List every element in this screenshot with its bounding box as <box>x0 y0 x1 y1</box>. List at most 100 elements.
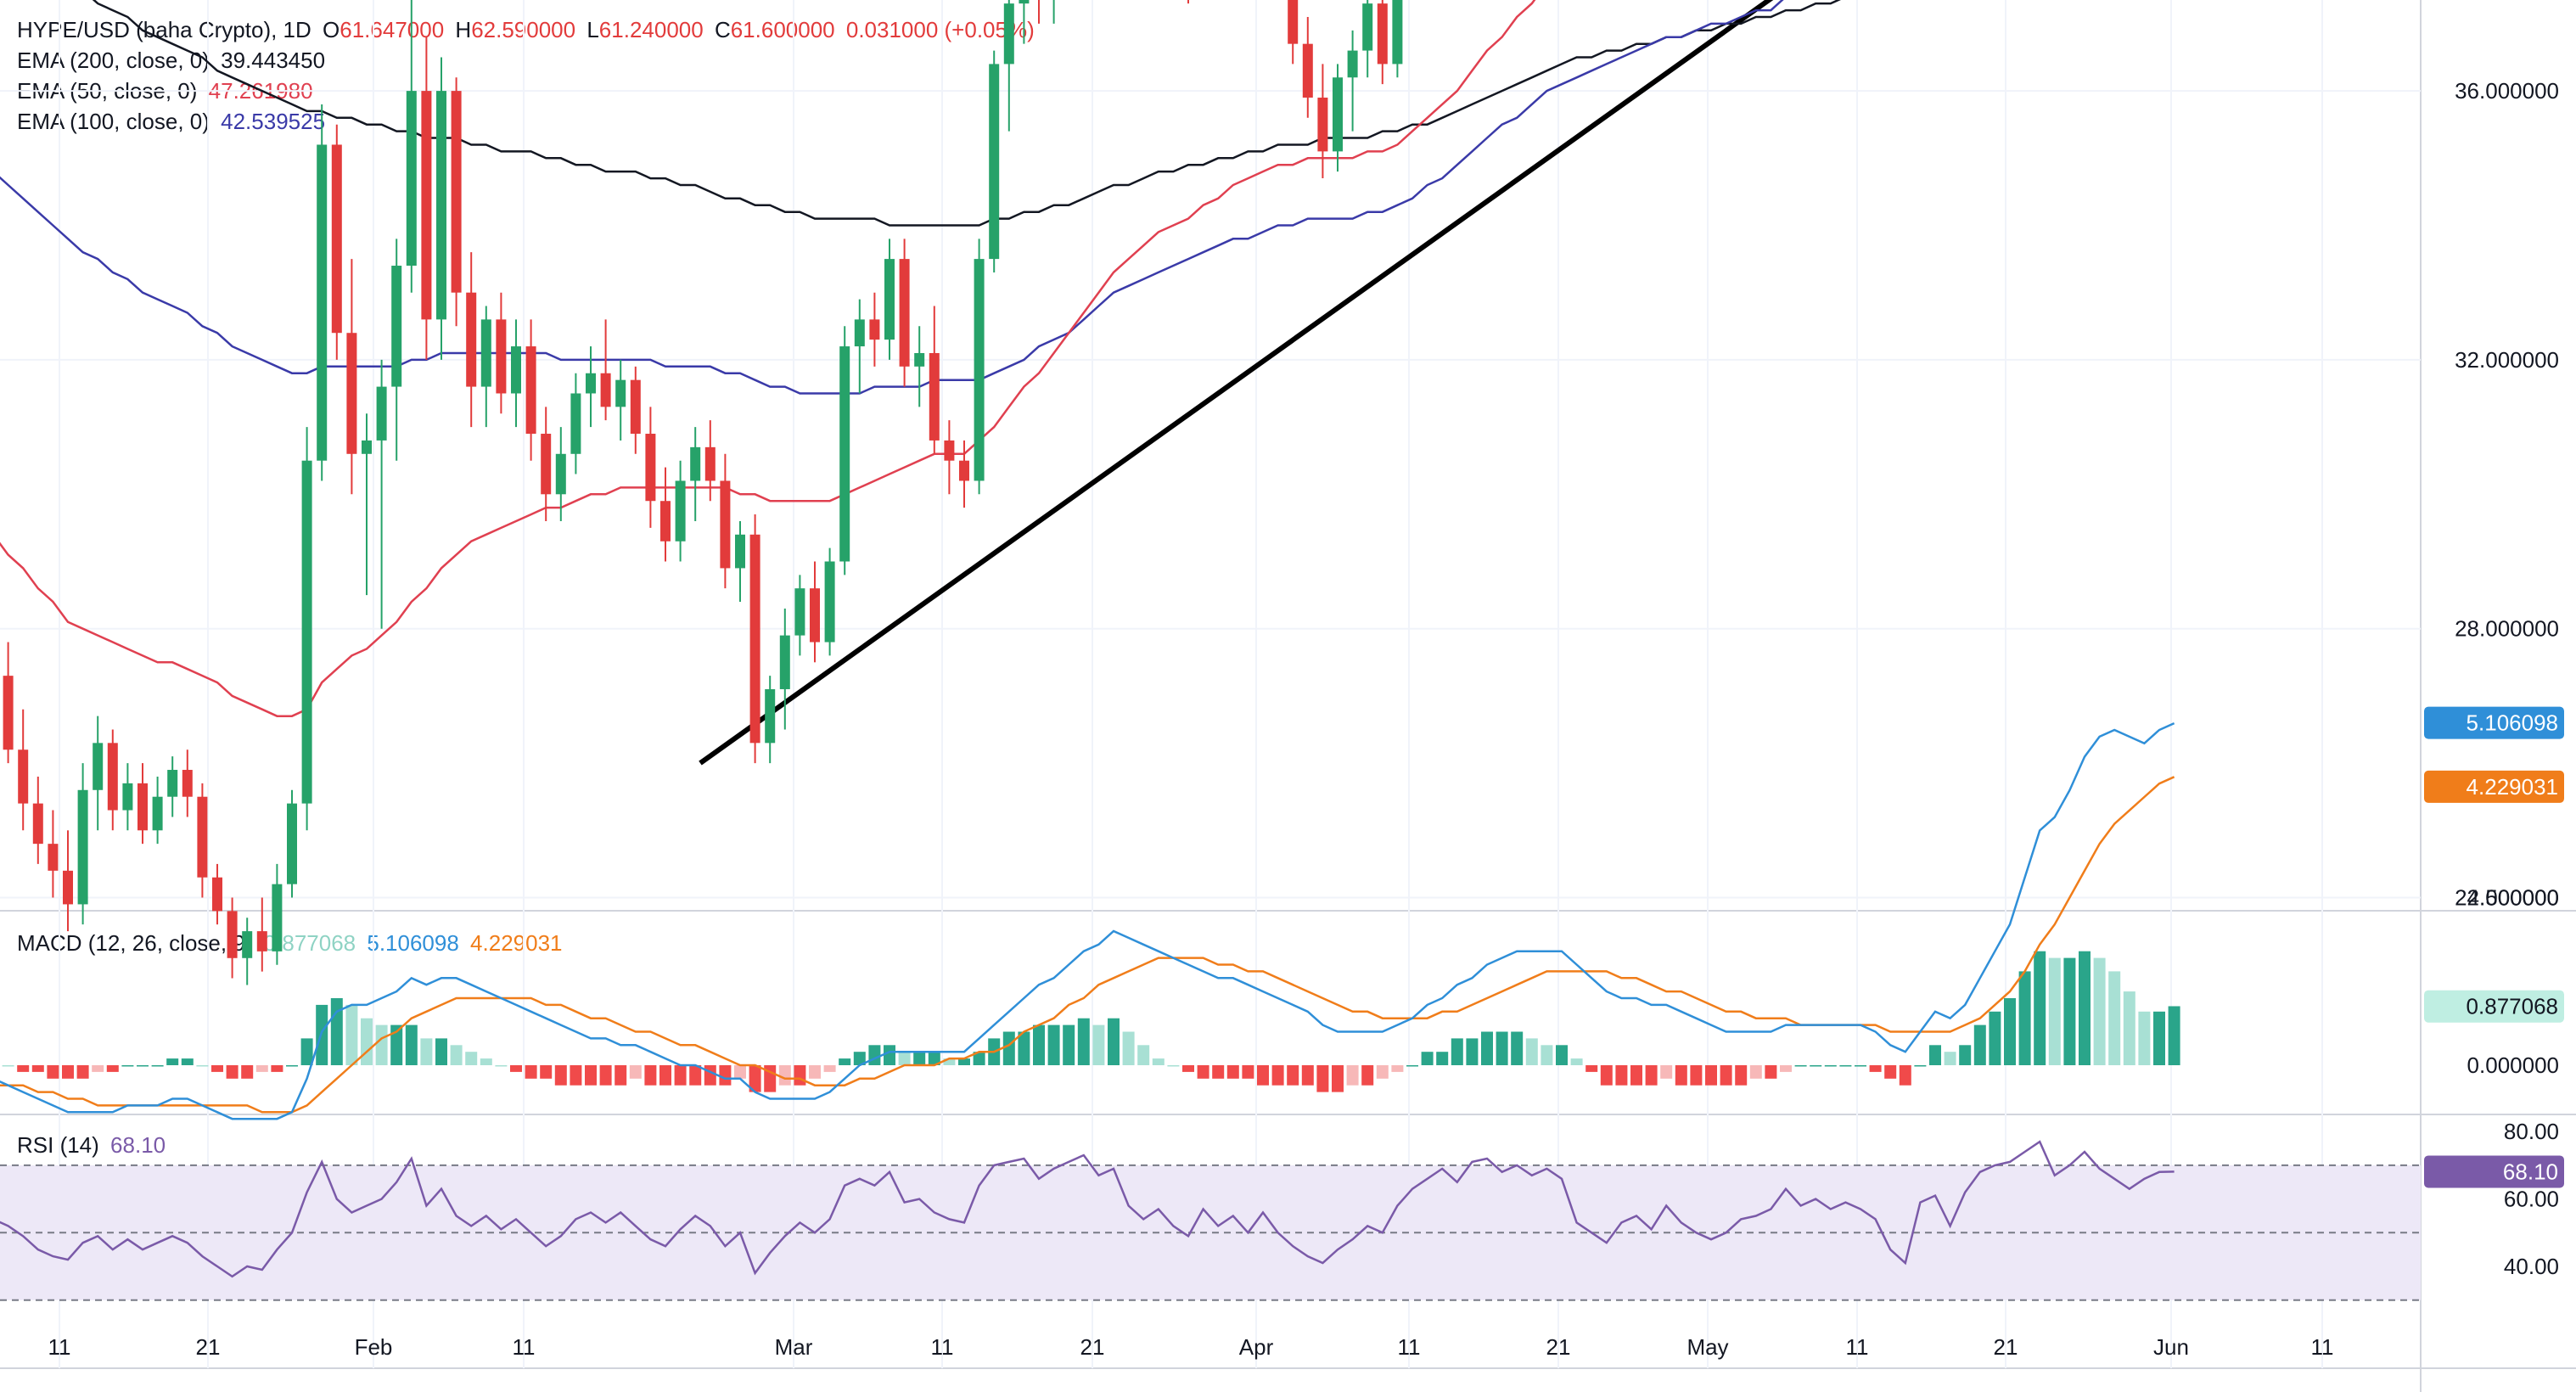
macd-histogram-bar <box>166 1058 179 1065</box>
macd-histogram-bar <box>1914 1065 1927 1067</box>
macd-histogram-bar <box>361 1018 373 1065</box>
candle <box>1288 0 1299 65</box>
candle-body <box>660 501 671 542</box>
macd-histogram-bar <box>1570 1058 1583 1065</box>
macd-histogram-bar <box>2079 951 2091 1065</box>
candle <box>137 763 148 845</box>
close-value: 61.600000 <box>730 17 835 42</box>
macd-histogram-bar <box>375 1024 388 1065</box>
candle-body <box>421 91 432 320</box>
x-tick-label: 21 <box>196 1334 221 1360</box>
candle-body <box>630 379 641 435</box>
candle <box>600 319 611 421</box>
candle <box>346 259 357 495</box>
candle-body <box>63 870 73 905</box>
x-tick-label: Mar <box>775 1334 813 1360</box>
macd-histogram-bar <box>674 1065 687 1086</box>
macd-histogram-bar <box>2138 1011 2151 1065</box>
macd-histogram-bar <box>689 1065 702 1086</box>
macd-histogram-bar <box>943 1058 956 1065</box>
macd-histogram-bar <box>255 1065 268 1072</box>
candle <box>48 810 59 898</box>
macd-histogram-bar <box>1496 1031 1508 1065</box>
candle <box>765 676 776 764</box>
candle <box>242 918 253 985</box>
x-tick-label: Apr <box>1239 1334 1274 1360</box>
macd-histogram-bar <box>1690 1065 1703 1086</box>
macd-histogram-bar <box>1242 1065 1254 1079</box>
candle-body <box>480 319 491 387</box>
macd-histogram-bar <box>1271 1065 1284 1086</box>
macd-histogram-bar <box>92 1065 104 1072</box>
candle-body <box>32 803 43 845</box>
macd-line-value: 5.106098 <box>367 930 459 956</box>
candle <box>929 306 940 454</box>
ema200-label: EMA (200, close, 0) <box>17 48 210 73</box>
candle-body <box>645 434 656 502</box>
macd-histogram-bar <box>2108 971 2121 1065</box>
candle <box>1038 0 1040 24</box>
macd-histogram-bar <box>868 1045 881 1065</box>
candle <box>107 729 118 831</box>
macd-histogram-bar <box>76 1065 89 1079</box>
low-label: L <box>586 17 599 42</box>
candle-body <box>525 346 536 435</box>
macd-histogram-bar <box>884 1045 895 1065</box>
candle <box>749 514 760 764</box>
candle-body <box>436 91 446 320</box>
macd-histogram-bar <box>1600 1065 1613 1086</box>
rsi-legend[interactable]: RSI (14) 68.10 <box>17 1132 171 1159</box>
candle <box>1019 0 1030 44</box>
macd-histogram-bar <box>1226 1065 1239 1079</box>
macd-histogram-bar <box>1332 1065 1344 1092</box>
macd-histogram-bar <box>1839 1065 1852 1067</box>
rsi-axis-label-bg <box>2424 1155 2564 1188</box>
candle-body <box>959 460 969 481</box>
candle-body <box>1362 3 1373 51</box>
macd-histogram-bar <box>1765 1065 1777 1079</box>
ema200-legend[interactable]: EMA (200, close, 0) 39.443450 <box>17 48 330 74</box>
macd-histogram-bar <box>450 1045 463 1065</box>
candle-body <box>152 796 163 831</box>
candle <box>704 420 716 502</box>
candle-body <box>93 743 104 790</box>
candle <box>18 709 29 831</box>
rsi-tick-label: 80.00 <box>2504 1119 2559 1144</box>
macd-histogram-bar <box>211 1065 223 1072</box>
candle <box>914 326 925 407</box>
x-tick-label: 21 <box>1546 1334 1571 1360</box>
candle-body <box>242 931 253 958</box>
candle <box>1317 64 1328 179</box>
candle <box>3 642 14 764</box>
ema100-legend[interactable]: EMA (100, close, 0) 42.539525 <box>17 109 330 135</box>
macd-histogram-bar <box>1615 1065 1628 1086</box>
channel-lower-trendline <box>699 0 1774 766</box>
candle <box>839 326 850 575</box>
macd-histogram-bar <box>554 1065 567 1086</box>
candle-body <box>779 635 790 689</box>
candle-body <box>287 803 297 884</box>
rsi-tick-label: 60.00 <box>2504 1187 2559 1212</box>
candle <box>1302 16 1313 118</box>
candle-body <box>735 534 745 569</box>
macd-histogram-bar <box>1675 1065 1687 1086</box>
candle-body <box>137 783 148 831</box>
change-value: 0.031000 (+0.05%) <box>845 17 1035 42</box>
macd-histogram-bar <box>1855 1065 1866 1067</box>
candle <box>541 407 552 521</box>
candle-body <box>406 91 417 267</box>
macd-histogram-bar <box>2153 1011 2165 1065</box>
candle-body <box>541 434 552 495</box>
macd-histogram-bar <box>2018 971 2031 1065</box>
macd-histogram-bar <box>898 1052 911 1065</box>
macd-histogram-bar <box>913 1052 926 1065</box>
candle <box>391 239 402 461</box>
x-tick-label: 21 <box>1080 1334 1105 1360</box>
candle-body <box>466 292 477 387</box>
candle-body <box>704 446 716 481</box>
macd-histogram-bar <box>1167 1065 1180 1067</box>
candle <box>1392 0 1403 78</box>
macd-histogram-bar <box>1466 1038 1479 1065</box>
macd-histogram-bar <box>31 1065 44 1072</box>
